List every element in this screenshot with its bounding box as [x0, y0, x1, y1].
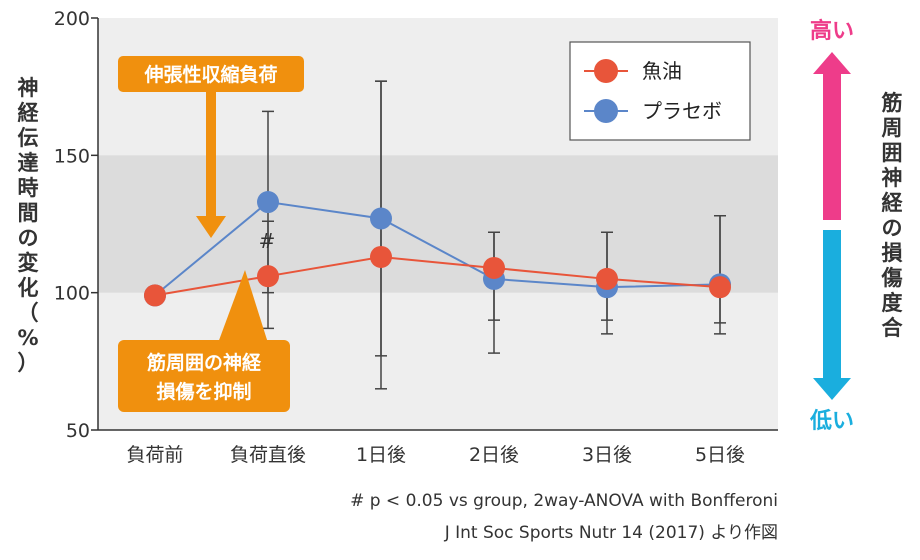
callout-top-box — [118, 56, 304, 92]
series-line-fish-oil — [154, 255, 721, 297]
callout-top-arrow-shaft — [206, 92, 216, 218]
low-label: 低い — [809, 409, 854, 434]
x-tick-label: 負荷前 — [126, 444, 183, 466]
callout-top-text: 伸張性収縮負荷 — [143, 63, 277, 86]
x-tick-label: 5日後 — [695, 444, 745, 466]
legend-marker-placebo — [594, 99, 618, 123]
series-line-placebo — [154, 200, 721, 297]
data-point-fish-oil — [596, 267, 618, 290]
data-point-fish-oil — [144, 284, 166, 307]
legend-label-placebo: プラセボ — [642, 99, 722, 123]
series-points — [144, 191, 731, 307]
data-point-fish-oil — [483, 256, 505, 279]
callout-bottom-line2: 損傷を抑制 — [156, 380, 251, 403]
callout-top: 伸張性収縮負荷 — [118, 56, 304, 238]
callout-bottom-line1: 筋周囲の神経 — [147, 351, 262, 374]
legend-box — [569, 41, 751, 141]
data-point-placebo — [370, 207, 392, 230]
footnote-stats: # p < 0.05 vs group, 2way-ANOVA with Bon… — [350, 491, 778, 511]
callout-bottom-box — [118, 340, 290, 412]
footnote-source: J Int Soc Sports Nutr 14 (2017) より作図 — [444, 523, 778, 543]
y-tick-label: 50 — [66, 420, 90, 442]
y-tick-label: 200 — [54, 8, 90, 30]
damage-indicator: 高い 低い 筋周囲神経の損傷度合 — [809, 18, 904, 434]
legend-label-fish-oil: 魚油 — [642, 59, 682, 83]
x-tick-label: 2日後 — [469, 444, 519, 466]
callout-top-arrow-head — [196, 216, 226, 238]
right-axis-label: 筋周囲神経の損傷度合 — [881, 91, 904, 340]
x-ticks: 負荷前 負荷直後 1日後 2日後 3日後 5日後 — [126, 444, 745, 466]
callout-bottom: 筋周囲の神経 損傷を抑制 — [118, 270, 290, 412]
legend: 魚油 プラセボ — [569, 41, 751, 141]
callout-bottom-pointer — [218, 270, 268, 343]
significance-mark: # — [259, 229, 276, 253]
reference-band — [98, 155, 778, 293]
series-lines — [154, 200, 721, 297]
x-tick-label: 3日後 — [582, 444, 632, 466]
data-point-fish-oil — [257, 265, 279, 288]
down-arrow-head — [813, 378, 851, 400]
up-arrow-shaft — [823, 74, 841, 220]
y-ticks: 50 100 150 200 — [54, 8, 98, 442]
up-arrow-head — [813, 52, 851, 74]
data-point-fish-oil — [370, 245, 392, 268]
high-label: 高い — [810, 18, 854, 44]
data-point-fish-oil — [709, 276, 731, 299]
data-point-placebo — [257, 191, 279, 214]
down-arrow-shaft — [823, 230, 841, 380]
y-axis-label: 神経伝達時間の変化（%） — [17, 76, 39, 375]
y-tick-label: 150 — [54, 145, 90, 167]
legend-marker-fish-oil — [594, 59, 618, 83]
x-tick-label: 負荷直後 — [230, 444, 306, 466]
x-tick-label: 1日後 — [356, 444, 406, 466]
y-tick-label: 100 — [54, 283, 90, 305]
